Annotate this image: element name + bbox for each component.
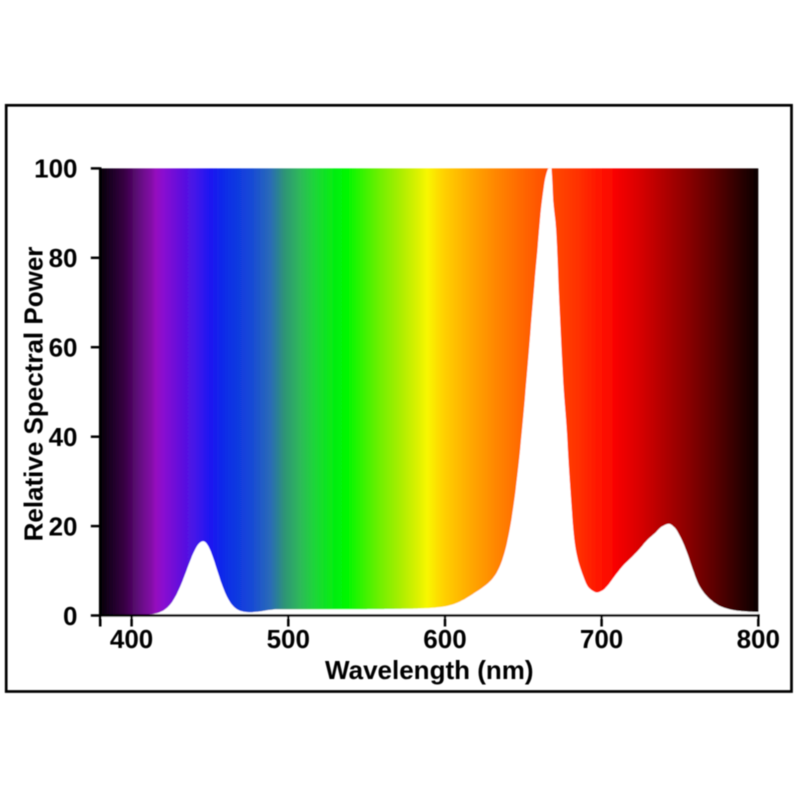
svg-text:800: 800 (737, 624, 780, 654)
svg-text:700: 700 (580, 624, 623, 654)
svg-text:80: 80 (49, 243, 78, 273)
svg-text:Wavelength (nm): Wavelength (nm) (325, 655, 533, 685)
svg-text:500: 500 (267, 624, 310, 654)
svg-text:Relative Spectral Power: Relative Spectral Power (19, 247, 49, 542)
svg-text:20: 20 (49, 511, 78, 541)
svg-text:400: 400 (110, 624, 153, 654)
svg-text:100: 100 (34, 154, 77, 184)
svg-text:600: 600 (423, 624, 466, 654)
svg-text:60: 60 (49, 333, 78, 363)
svg-text:0: 0 (63, 601, 77, 631)
svg-text:40: 40 (49, 422, 78, 452)
